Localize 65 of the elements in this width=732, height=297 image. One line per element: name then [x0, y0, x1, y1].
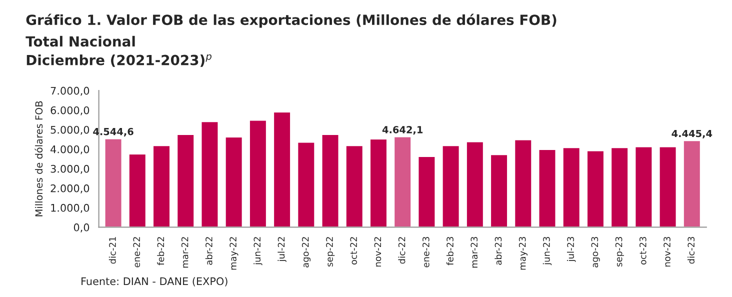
x-tick-label: ene-23 [422, 236, 430, 268]
x-tick-label: dic-22 [398, 237, 406, 264]
source-note: Fuente: DIAN - DANE (EXPO) [82, 277, 228, 286]
bar [538, 148, 557, 228]
bar [610, 146, 629, 228]
x-tick-label: nov-22 [374, 237, 382, 267]
data-label: 4.445,4 [672, 130, 712, 138]
y-tick-label: 7.000,0 [50, 86, 90, 96]
bar [248, 119, 268, 228]
x-tick-label: jul-23 [567, 236, 576, 262]
x-tick-label: abr-22 [205, 237, 212, 265]
bar [514, 138, 533, 228]
x-tick-label: oct-22 [350, 237, 357, 265]
bar [369, 138, 388, 228]
bar [417, 156, 436, 228]
x-tick-label: dic-21 [108, 237, 116, 264]
bar [586, 150, 605, 228]
x-tick-label: ago-22 [302, 237, 311, 268]
bar [682, 140, 702, 228]
x-tick-label: feb-23 [446, 236, 454, 266]
x-tick-label: ago-23 [591, 236, 600, 268]
x-tick-label: mar-23 [470, 236, 478, 268]
bar [296, 141, 316, 228]
y-tick-label: 0,0 [74, 223, 90, 232]
x-tick-label: ene-22 [133, 237, 140, 268]
bar [224, 136, 244, 228]
bar [152, 144, 171, 228]
y-axis-title: Millones de dólares FOB [34, 101, 43, 216]
bar [562, 146, 581, 228]
x-tick-label: mar-22 [181, 237, 188, 268]
bar [466, 140, 484, 228]
x-tick-label: dic-23 [688, 236, 695, 264]
bar [176, 134, 195, 228]
chart-subtitle: Total Nacional Diciembre (2021-2023)$^{p}$ [26, 36, 212, 67]
x-tick-label: jun-23 [542, 236, 552, 266]
bar [393, 136, 412, 228]
x-tick-label: abr-23 [494, 236, 502, 265]
bar [658, 146, 678, 228]
data-label: 4.544,6 [93, 128, 134, 136]
chart-title: Gráfico 1. Valor FOB de las exportaciones (Millones de dólares FOB) [26, 14, 556, 28]
x-tick-label: may-23 [518, 236, 528, 270]
x-tick-label: oct-23 [639, 236, 646, 265]
bar [634, 146, 654, 228]
y-tick-label: 1.000,0 [51, 204, 90, 213]
data-label: 4.642,1 [382, 126, 423, 135]
bar [104, 138, 123, 228]
y-tick-label: 5.000,0 [50, 126, 90, 135]
x-tick-label: may-22 [230, 237, 238, 270]
bar [490, 154, 508, 228]
x-tick-label: nov-23 [664, 236, 670, 267]
x-tick-label: jun-22 [254, 237, 262, 266]
x-tick-label: jul-22 [278, 237, 286, 262]
bar [441, 144, 460, 228]
y-tick-label: 2.000,0 [50, 184, 90, 194]
bar [320, 134, 340, 228]
bar [345, 144, 364, 228]
bar [200, 120, 220, 228]
y-tick-label: 4.000,0 [50, 145, 90, 154]
bar [128, 153, 147, 228]
y-tick-label: 3.000,0 [50, 164, 90, 174]
x-tick-label: feb-22 [157, 237, 164, 266]
x-tick-label: sep-23 [615, 236, 624, 266]
y-tick-label: 6.000,0 [50, 106, 90, 116]
x-tick-label: sep-22 [326, 237, 335, 266]
bar [272, 111, 292, 228]
